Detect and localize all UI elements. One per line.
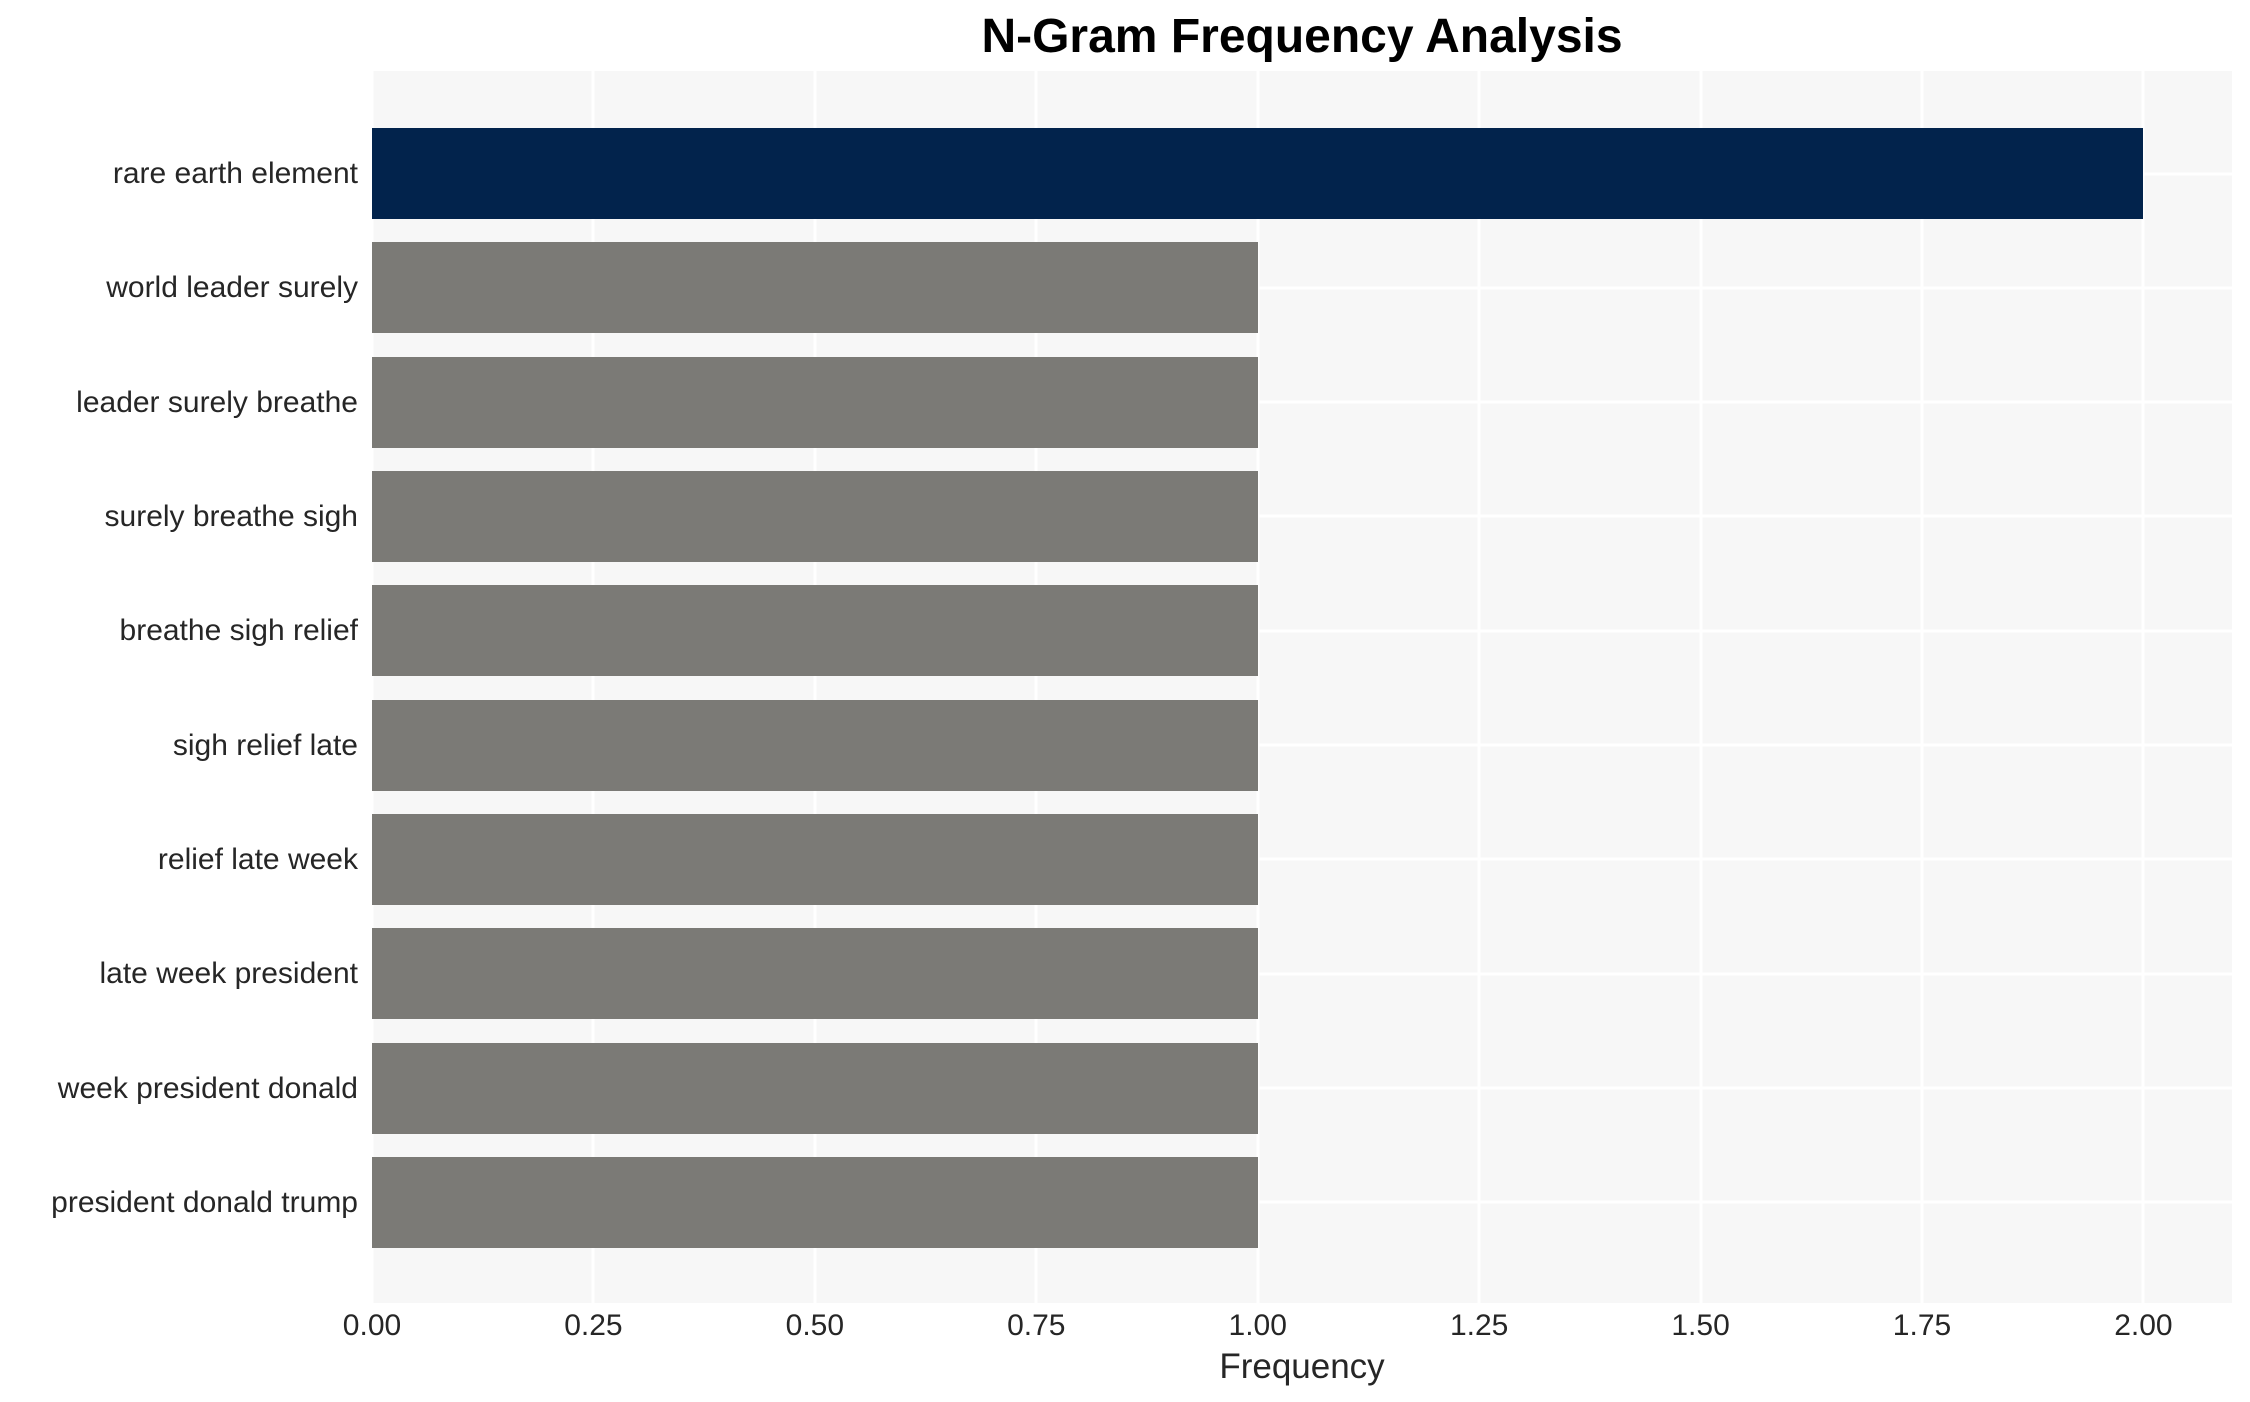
x-tick-label: 1.25 — [1449, 1309, 1509, 1342]
h-gridline — [372, 972, 2232, 976]
bars-layer: rare earth element world leader surely lea… — [51, 71, 2232, 1303]
y-tick-label: breathe sigh relief — [119, 614, 358, 648]
x-tick-label: 2.00 — [2114, 1309, 2173, 1342]
h-gridline — [372, 1200, 2232, 1204]
bar — [372, 813, 1258, 905]
h-gridline — [372, 286, 2232, 290]
bar — [372, 242, 1258, 334]
bar-row: world leader surely — [106, 242, 2232, 334]
bar — [372, 699, 1258, 791]
bar — [372, 128, 2144, 219]
bar — [372, 585, 1258, 677]
bar-row: leader surely breathe — [76, 356, 2232, 448]
x-axis-ticks: 0.00 0.25 0.50 0.75 1.00 1.25 1.50 1.75 2.00 — [343, 1309, 2232, 1347]
bar-row: week president donald — [58, 1042, 2232, 1134]
x-tick-label: 0.75 — [1007, 1309, 1066, 1342]
y-tick-label: relief late week — [157, 842, 358, 876]
bar-row: late week president — [100, 928, 2232, 1020]
bar-row: relief late week — [158, 813, 2232, 905]
grid-layer — [370, 71, 2232, 1303]
x-axis-label: Frequency — [1219, 1347, 1385, 1386]
v-gridline — [1256, 71, 1260, 1303]
v-gridline — [1477, 71, 1481, 1303]
y-tick-label: rare earth element — [112, 157, 358, 190]
h-gridline — [372, 514, 2232, 518]
v-gridline — [1920, 71, 1924, 1303]
bar-row: breathe sigh relief — [120, 585, 2232, 677]
y-tick-label: president donald trump — [51, 1185, 358, 1219]
y-tick-label: week president donald — [57, 1071, 358, 1105]
bar — [372, 928, 1258, 1020]
bar-row: sigh relief late — [173, 699, 2232, 791]
h-gridline — [372, 1086, 2232, 1090]
v-gridline — [1034, 71, 1038, 1303]
h-gridline — [372, 857, 2232, 861]
x-tick-label: 0.25 — [564, 1309, 623, 1342]
bar — [372, 1156, 1258, 1248]
y-tick-label: late week president — [99, 957, 359, 991]
x-tick-label: 0.50 — [785, 1309, 845, 1342]
y-tick-label: world leader surely — [106, 271, 358, 305]
x-tick-label: 1.50 — [1671, 1309, 1730, 1342]
chart-title: N-Gram Frequency Analysis — [981, 10, 1623, 63]
bar — [372, 1042, 1258, 1134]
y-tick-label: sigh relief late — [172, 728, 358, 762]
v-gridline — [591, 71, 595, 1303]
v-gridline — [370, 71, 374, 1303]
bar-row: president donald trump — [51, 1156, 2232, 1248]
bar — [372, 356, 1258, 448]
x-tick-label: 1.75 — [1892, 1309, 1952, 1342]
x-tick-label: 1.00 — [1228, 1309, 1287, 1342]
v-gridline — [813, 71, 817, 1303]
bar — [372, 470, 1258, 562]
h-gridline — [372, 743, 2232, 747]
bar-row: rare earth element — [113, 128, 2232, 219]
plot-area: rare earth element world leader surely lea… — [51, 71, 2232, 1303]
v-gridline — [1699, 71, 1703, 1303]
v-gridline — [2141, 71, 2145, 1303]
y-tick-label: surely breathe sigh — [104, 499, 358, 533]
y-tick-label: leader surely breathe — [76, 385, 358, 419]
h-gridline — [372, 400, 2232, 404]
x-tick-label: 0.00 — [342, 1309, 402, 1342]
h-gridline — [372, 629, 2232, 633]
bar-row: surely breathe sigh — [105, 470, 2232, 562]
